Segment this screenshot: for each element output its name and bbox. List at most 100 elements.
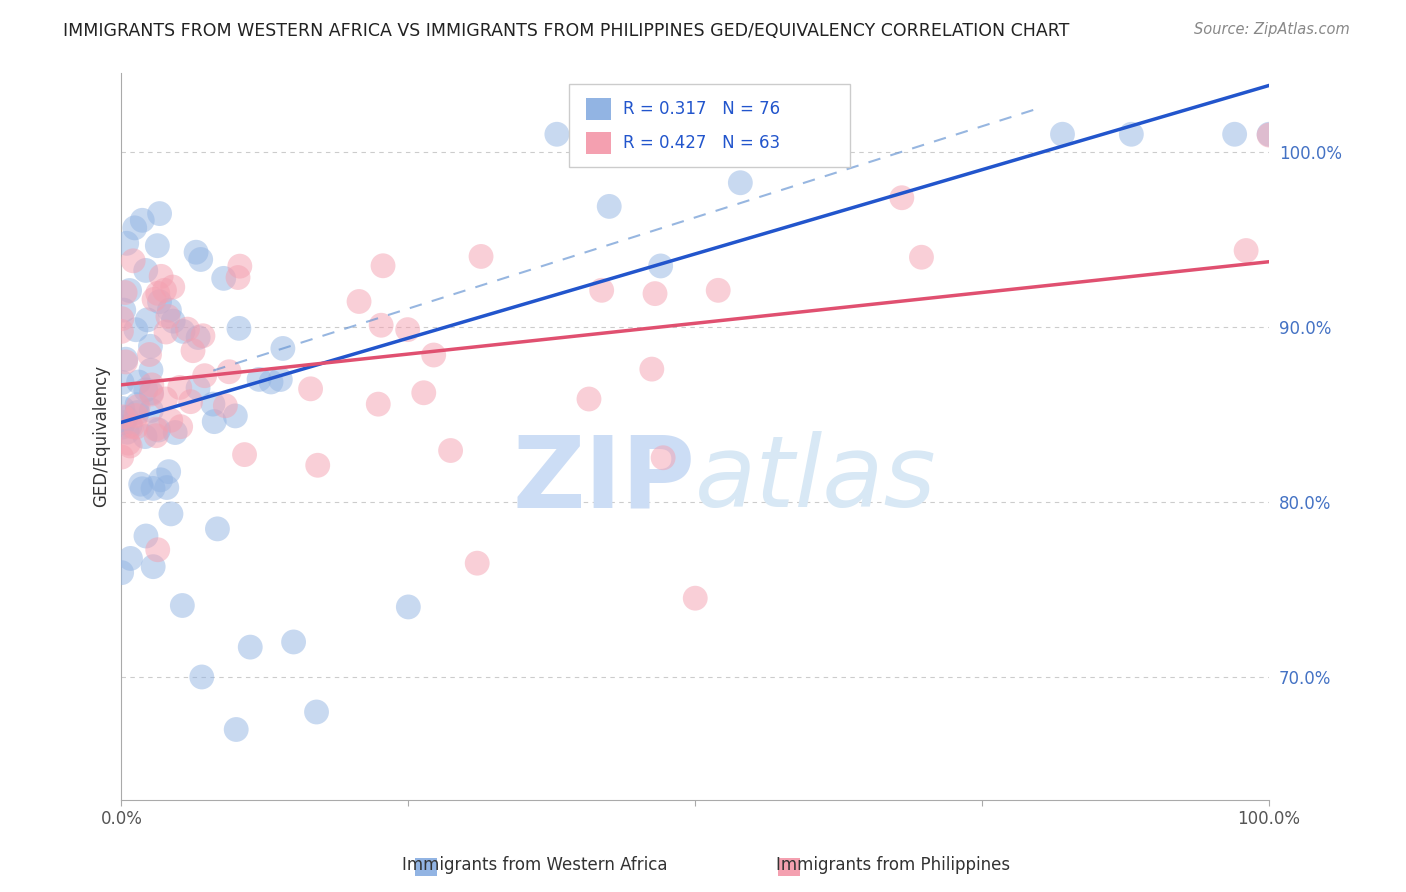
Point: [143, 293, 166, 307]
Point: [730, 176, 752, 190]
Point: [136, 313, 159, 327]
Point: [146, 542, 169, 557]
Point: [124, 220, 146, 235]
Point: [1223, 128, 1246, 142]
Point: [146, 238, 169, 252]
Point: [138, 347, 160, 361]
Point: [218, 365, 240, 379]
Point: [201, 397, 224, 411]
Point: [470, 249, 492, 263]
Point: [1121, 128, 1143, 142]
Point: [114, 285, 136, 300]
Point: [110, 324, 132, 338]
Point: [1258, 128, 1281, 142]
Point: [546, 128, 568, 142]
Point: [283, 635, 305, 649]
Point: [172, 599, 194, 613]
Point: [269, 372, 291, 386]
Point: [367, 397, 389, 411]
Point: [187, 381, 209, 395]
Text: R = 0.317   N = 76: R = 0.317 N = 76: [623, 100, 780, 119]
Point: [260, 375, 283, 389]
Point: [156, 481, 179, 495]
Point: [118, 284, 141, 298]
Point: [184, 245, 207, 260]
Point: [187, 330, 209, 344]
Point: [169, 380, 191, 394]
Point: [121, 419, 143, 434]
Point: [141, 387, 163, 401]
Point: [574, 128, 596, 142]
Point: [224, 409, 246, 423]
Point: [114, 355, 136, 369]
Point: [169, 419, 191, 434]
Point: [157, 465, 180, 479]
Point: [145, 428, 167, 442]
Point: [139, 339, 162, 353]
Point: [157, 303, 180, 318]
Point: [228, 321, 250, 335]
Point: [641, 362, 664, 376]
Point: [148, 294, 170, 309]
Point: [155, 325, 177, 339]
Point: [439, 443, 461, 458]
Point: [135, 263, 157, 277]
Text: atlas: atlas: [695, 432, 936, 528]
Point: [910, 250, 932, 264]
Point: [135, 529, 157, 543]
Point: [180, 394, 202, 409]
Point: [111, 450, 134, 464]
Point: [115, 425, 138, 439]
Text: Immigrants from Western Africa: Immigrants from Western Africa: [402, 856, 666, 874]
Point: [120, 551, 142, 566]
Point: [190, 252, 212, 267]
Point: [650, 259, 672, 273]
Point: [225, 723, 247, 737]
Point: [142, 482, 165, 496]
Point: [148, 423, 170, 437]
Point: [598, 199, 620, 213]
Point: [305, 705, 328, 719]
Point: [127, 400, 149, 414]
Point: [142, 559, 165, 574]
Point: [202, 415, 225, 429]
Point: [146, 286, 169, 301]
Point: [128, 375, 150, 389]
Point: [396, 599, 419, 614]
Point: [162, 314, 184, 328]
Point: [578, 392, 600, 406]
Point: [371, 259, 394, 273]
Point: [150, 269, 173, 284]
FancyBboxPatch shape: [586, 98, 612, 120]
Point: [247, 372, 270, 386]
Point: [214, 399, 236, 413]
Text: ZIP: ZIP: [512, 432, 695, 528]
Point: [652, 450, 675, 465]
Point: [465, 556, 488, 570]
Point: [226, 270, 249, 285]
Point: [271, 342, 294, 356]
Point: [159, 413, 181, 427]
Text: R = 0.427   N = 63: R = 0.427 N = 63: [623, 134, 780, 152]
Point: [396, 323, 419, 337]
Point: [120, 418, 142, 433]
Point: [890, 191, 912, 205]
Point: [1052, 128, 1074, 142]
Point: [111, 311, 134, 326]
Point: [114, 352, 136, 367]
Point: [690, 138, 713, 153]
Point: [239, 640, 262, 654]
Point: [135, 383, 157, 397]
Point: [160, 507, 183, 521]
FancyBboxPatch shape: [586, 132, 612, 153]
Point: [191, 328, 214, 343]
Point: [122, 253, 145, 268]
Point: [212, 271, 235, 285]
Point: [207, 522, 229, 536]
Point: [153, 283, 176, 297]
Point: [111, 420, 134, 434]
Point: [125, 398, 148, 412]
Point: [125, 409, 148, 423]
FancyBboxPatch shape: [569, 84, 851, 168]
Point: [115, 236, 138, 251]
